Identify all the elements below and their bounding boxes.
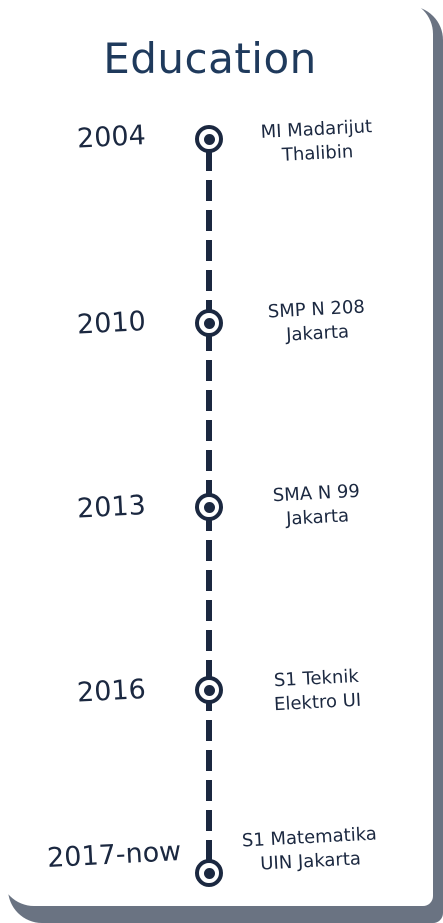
node-dot [203,133,215,145]
timeline-node-icon [195,676,223,704]
timeline-school: SMA N 99 Jakarta [231,478,403,535]
timeline-year: 2013 [76,490,147,525]
timeline-school: S1 Teknik Elektro UI [231,663,403,720]
page-title: Education [103,34,317,83]
education-card: Education 2004 MI Madarijut Thalibin 201… [46,34,403,887]
timeline-school: SMP N 208 Jakarta [231,294,403,351]
timeline-year: 2004 [76,120,147,155]
timeline-year: 2017-now [46,836,182,875]
timeline-node-icon [195,859,223,887]
timeline-node-icon [195,125,223,153]
timeline-school: S1 Matematika UIN Jakarta [224,822,396,879]
timeline-node-icon [195,493,223,521]
timeline-school: MI Madarijut Thalibin [231,114,403,171]
timeline-node-icon [195,309,223,337]
node-dot [203,317,215,329]
timeline-year: 2016 [76,674,147,709]
node-dot [203,501,215,513]
node-dot [203,867,215,879]
timeline-year: 2010 [76,306,147,341]
node-dot [203,684,215,696]
